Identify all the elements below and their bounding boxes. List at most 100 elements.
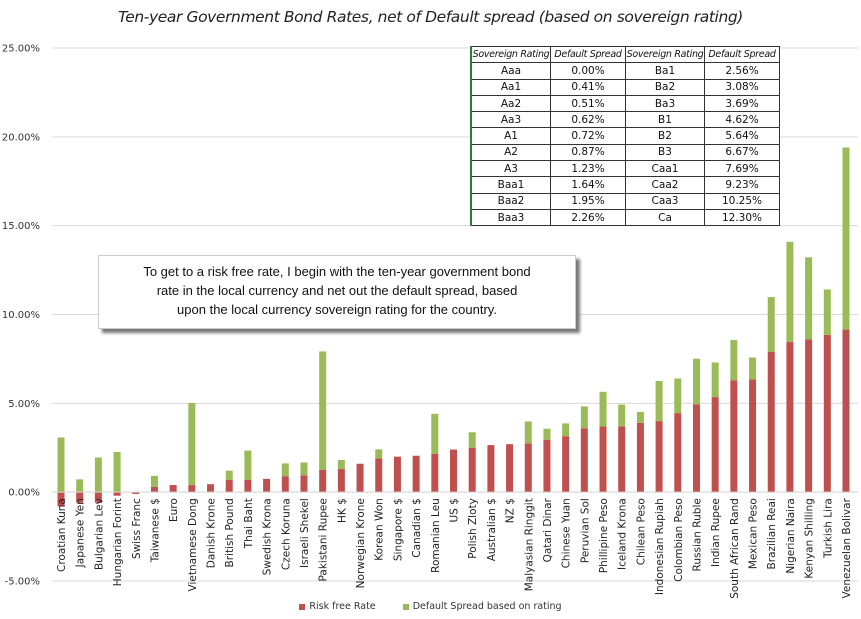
bar-risk-free-rate: [674, 413, 682, 493]
bar-default-spread: [767, 297, 775, 352]
x-tick-label: Peruvian Sol: [579, 498, 591, 563]
bar-risk-free-rate: [749, 379, 757, 493]
legend-item-default-spread: Default Spread based on rating: [402, 601, 562, 612]
x-tick-label: Czech Koruna: [280, 498, 292, 570]
bar-default-spread: [94, 457, 102, 493]
x-tick-label: Vietnamese Dong: [187, 498, 199, 591]
bar-default-spread: [692, 358, 700, 405]
spread-cell: 10.25%: [704, 192, 780, 210]
spread-cell: 5.64%: [704, 127, 780, 145]
table-row: Baa2 1.95% Caa3 10.25%: [470, 192, 780, 210]
bar-default-spread: [618, 404, 626, 427]
x-tick-label: Singapore $: [392, 498, 404, 561]
y-tick-label: -5.00%: [5, 577, 40, 588]
table-row: A1 0.72% B2 5.64%: [470, 127, 780, 145]
table-row: Aa1 0.41% Ba2 3.08%: [470, 78, 780, 96]
spread-cell: 3.08%: [704, 78, 780, 96]
bar-default-spread: [375, 449, 383, 459]
bar-default-spread: [730, 340, 738, 381]
rating-cell: Caa2: [625, 176, 705, 194]
rating-cell: Caa3: [625, 192, 705, 210]
bar-default-spread: [468, 432, 476, 448]
x-tick-label: NZ $: [505, 498, 517, 523]
bar-default-spread: [244, 450, 252, 480]
spread-cell: 1.64%: [550, 176, 626, 194]
x-tick-label: Kenyan Shilling: [804, 498, 816, 578]
bar-risk-free-rate: [767, 351, 775, 493]
rating-cell: Ba2: [625, 78, 705, 96]
bar-default-spread: [76, 479, 84, 493]
spread-cell: 6.67%: [704, 143, 780, 162]
table-header: Sovereign Rating: [470, 45, 551, 64]
rating-cell: Aaa: [470, 62, 551, 80]
spread-cell: 7.69%: [704, 160, 780, 178]
bar-default-spread: [337, 460, 345, 470]
x-tick-label: Indonesian Rupiah: [654, 498, 666, 595]
x-axis-tick-labels: Croatian Kuna Japanese Yen Bulgarian Lev Hu…: [56, 497, 853, 598]
x-tick-label: Pakistani Rupee: [318, 498, 330, 581]
rating-cell: A3: [470, 160, 551, 178]
x-tick-label: Chilean Peso: [635, 498, 647, 565]
x-tick-label: Romanian Leu: [430, 498, 442, 573]
spread-cell: 4.62%: [704, 111, 780, 129]
x-tick-label: Brazilian Reai: [766, 498, 778, 569]
bar-risk-free-rate: [730, 380, 738, 493]
rating-cell: Ca: [625, 208, 705, 227]
spread-cell: 2.26%: [550, 208, 626, 227]
x-tick-label: Polish Zloty: [467, 498, 479, 559]
bar-risk-free-rate: [393, 456, 401, 493]
x-tick-label: Colombian Peso: [673, 498, 685, 582]
x-tick-label: British Pound: [224, 498, 236, 567]
bar-default-spread: [431, 413, 439, 454]
bar-risk-free-rate: [636, 422, 644, 493]
rating-cell: Ba3: [625, 94, 705, 113]
spread-cell: 0.41%: [550, 78, 626, 96]
spread-cell: 2.56%: [704, 62, 780, 80]
table-header: Sovereign Rating: [625, 45, 705, 64]
spread-cell: 3.69%: [704, 94, 780, 113]
spread-cell: 0.62%: [550, 111, 626, 129]
rating-cell: Caa1: [625, 160, 705, 178]
x-tick-label: Australian $: [486, 498, 498, 561]
bar-default-spread: [805, 257, 813, 340]
bar-default-spread: [636, 411, 644, 423]
rating-cell: Baa3: [470, 208, 551, 227]
x-tick-label: Croatian Kuna: [56, 498, 68, 572]
bar-risk-free-rate: [225, 479, 233, 493]
bar-default-spread: [823, 289, 831, 335]
bar-risk-free-rate: [711, 397, 719, 493]
bar-default-spread: [150, 475, 158, 487]
spread-cell: 9.23%: [704, 176, 780, 194]
bar-risk-free-rate: [169, 485, 177, 493]
bar-default-spread: [225, 470, 233, 480]
table-row: Aa2 0.51% Ba3 3.69%: [470, 94, 780, 113]
bar-risk-free-rate: [543, 439, 551, 493]
bar-risk-free-rate: [599, 426, 607, 493]
bar-default-spread: [674, 378, 682, 414]
table-row: Aa3 0.62% B1 4.62%: [470, 111, 780, 129]
x-tick-label: Nigerian Naira: [785, 498, 797, 574]
legend-label: Default Spread based on rating: [412, 601, 562, 612]
y-tick-label: 5.00%: [8, 399, 40, 410]
x-tick-label: Danish Krone: [206, 498, 218, 568]
bar-risk-free-rate: [786, 342, 794, 493]
bar-risk-free-rate: [412, 455, 420, 493]
bar-default-spread: [711, 362, 719, 398]
bar-default-spread: [786, 241, 794, 343]
rating-cell: Ba1: [625, 62, 705, 80]
chart-title: Ten-year Government Bond Rates, net of D…: [118, 8, 743, 26]
legend-label: Risk free Rate: [309, 601, 376, 612]
x-tick-label: Korean Won: [374, 498, 386, 561]
x-tick-label: US $: [449, 498, 461, 522]
bar-risk-free-rate: [580, 428, 588, 493]
note-line: To get to a risk free rate, I begin with…: [143, 264, 531, 279]
y-tick-label: 15.00%: [2, 221, 40, 232]
bar-default-spread: [300, 462, 308, 476]
x-tick-label: Qatari Dinar: [542, 497, 554, 562]
table-header-row: Sovereign Rating Default Spread Sovereig…: [470, 45, 780, 64]
table-row: Aaa 0.00% Ba1 2.56%: [470, 62, 780, 80]
bar-risk-free-rate: [319, 469, 327, 493]
table-row: A2 0.87% B3 6.67%: [470, 143, 780, 162]
x-tick-label: Turkish Lira: [822, 498, 834, 559]
y-tick-label: 25.00%: [2, 44, 40, 55]
